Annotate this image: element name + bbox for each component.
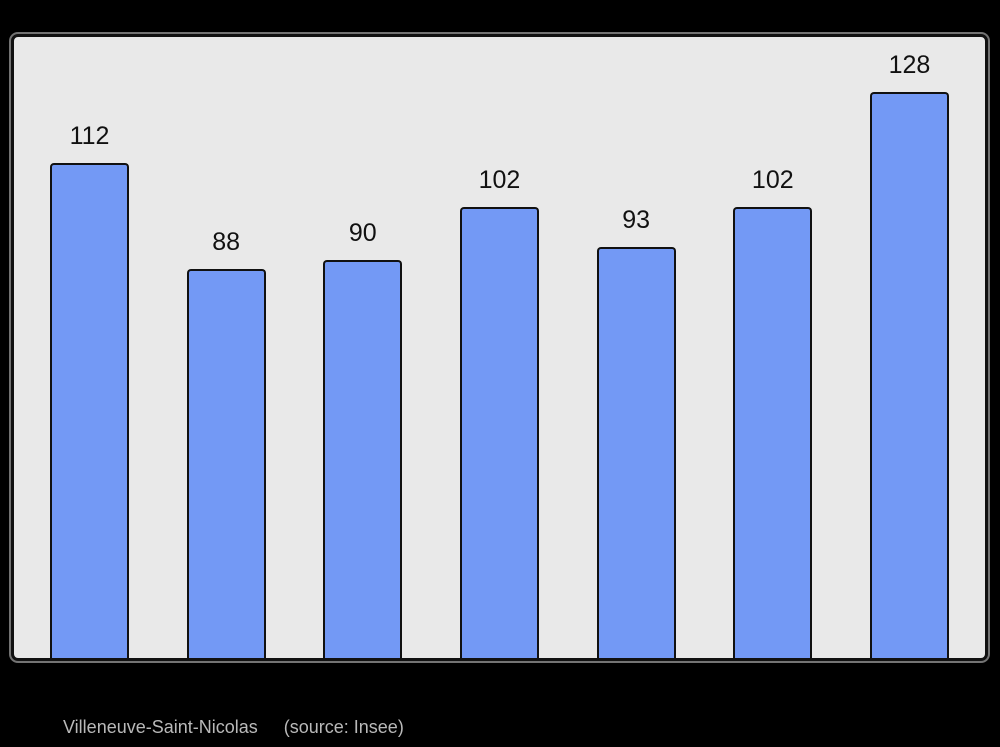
caption-source: (source: Insee) — [283, 717, 404, 737]
bar — [50, 163, 129, 658]
bar-value-label: 88 — [212, 227, 241, 256]
bar — [323, 260, 403, 658]
caption-commune-name: Villeneuve-Saint-Nicolas — [63, 717, 258, 737]
bar-group: 102 — [733, 165, 813, 658]
bar-group: 88 — [186, 227, 266, 658]
bar-group: 112 — [50, 121, 129, 658]
bar — [733, 207, 813, 658]
bar-group: 128 — [869, 50, 949, 658]
bar-group: 90 — [323, 218, 403, 658]
bar-group: 102 — [459, 165, 539, 658]
bar-value-label: 112 — [69, 121, 110, 150]
population-bar-chart: 112 88 90 102 93 102 128 — [11, 34, 988, 661]
bar — [459, 207, 539, 658]
bar-value-label: 102 — [751, 165, 794, 194]
bar-group: 93 — [596, 205, 676, 658]
bar — [869, 92, 949, 658]
bar-value-label: 102 — [478, 165, 521, 194]
bar-value-label: 93 — [622, 205, 651, 234]
bars-container: 112 88 90 102 93 102 128 — [14, 37, 985, 658]
bar-value-label: 128 — [888, 50, 931, 79]
bar — [596, 247, 676, 658]
bar-value-label: 90 — [348, 218, 377, 247]
bar — [186, 269, 266, 658]
chart-caption: Villeneuve-Saint-Nicolas (source: Insee) — [63, 717, 404, 739]
